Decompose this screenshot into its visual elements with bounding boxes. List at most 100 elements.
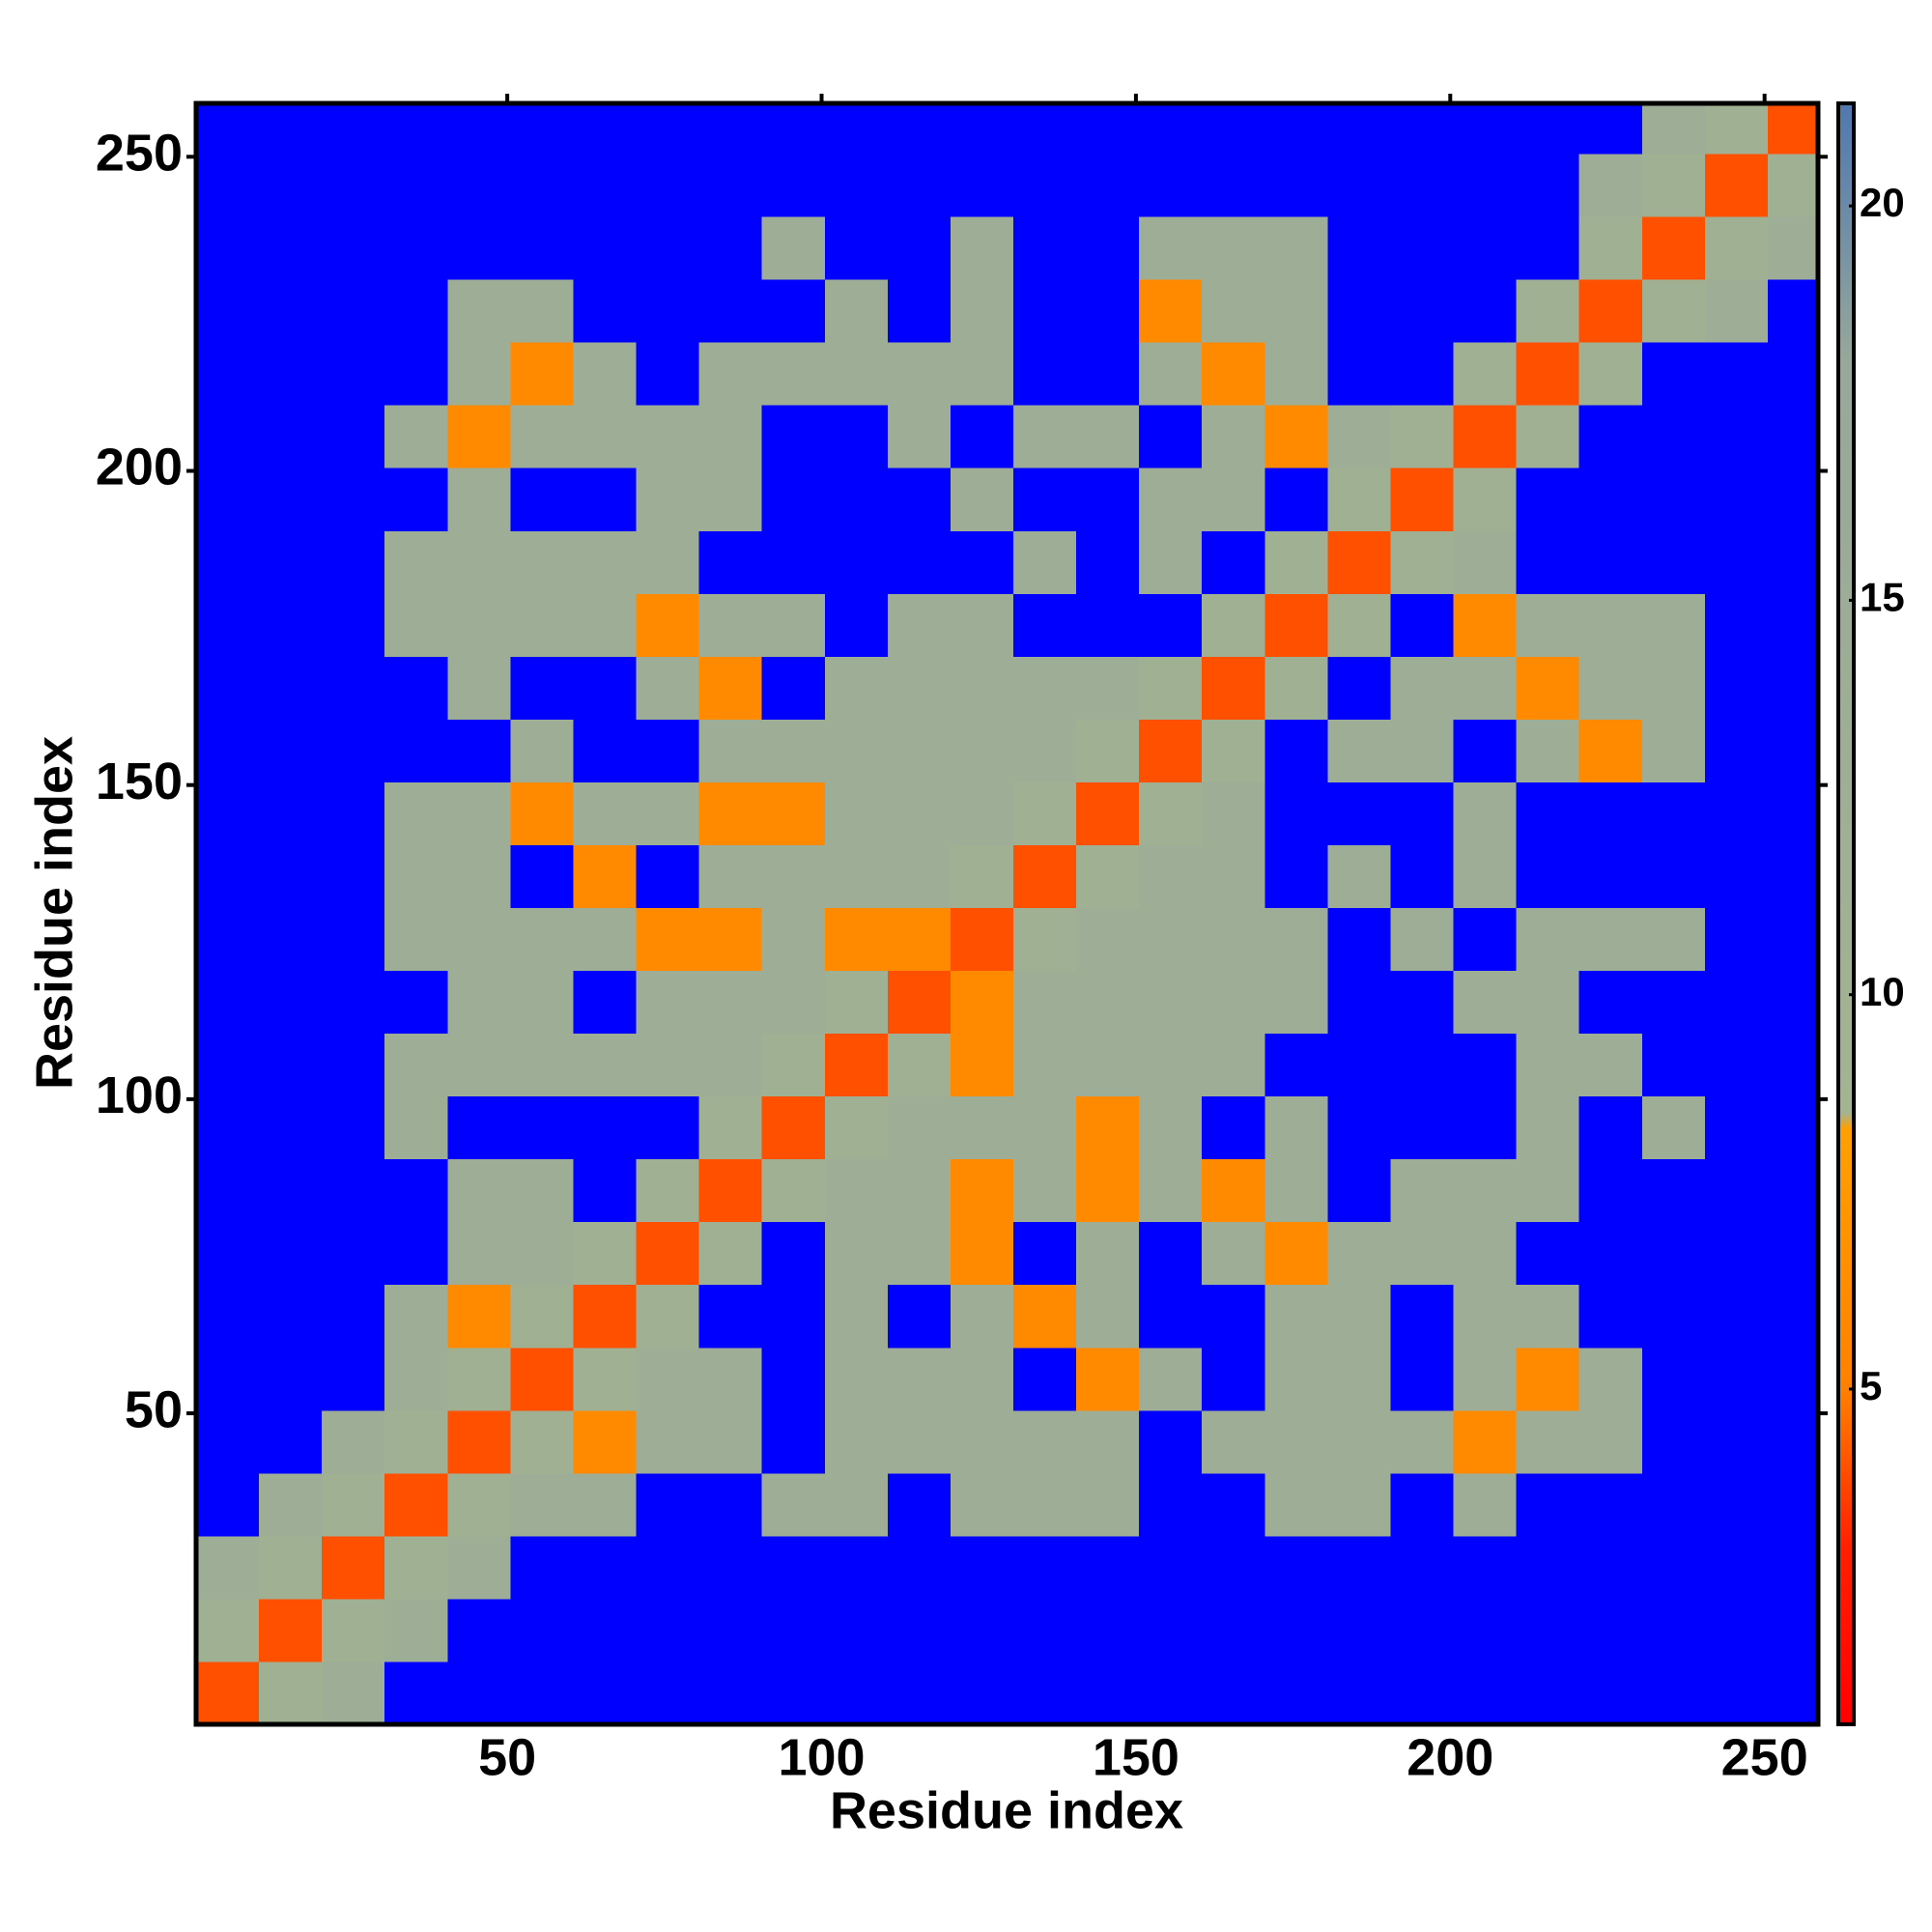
cell <box>384 1661 448 1725</box>
cell <box>1453 530 1518 594</box>
cell <box>1704 719 1769 782</box>
cell <box>1641 844 1706 908</box>
cell <box>1202 1221 1265 1286</box>
cell <box>1202 1472 1265 1537</box>
cell <box>196 1598 260 1662</box>
cell <box>1390 1033 1455 1097</box>
cell <box>1327 405 1391 469</box>
cell <box>698 1472 763 1537</box>
cell <box>196 342 260 406</box>
cell <box>573 970 638 1035</box>
cell <box>1327 1033 1391 1097</box>
cell <box>1327 593 1391 657</box>
cell <box>950 656 1014 720</box>
cell <box>761 154 826 217</box>
cell <box>950 1221 1014 1286</box>
cell <box>1516 103 1580 155</box>
cell <box>447 1535 511 1600</box>
cell <box>887 342 952 406</box>
cell <box>1767 279 1819 343</box>
cell <box>322 1409 385 1474</box>
cell <box>1264 1221 1328 1286</box>
cell <box>1076 1472 1140 1537</box>
cell <box>384 279 448 343</box>
cell <box>384 1347 448 1411</box>
cell <box>1516 154 1580 217</box>
cell <box>1641 719 1706 782</box>
cell <box>1139 719 1203 782</box>
cell <box>1139 279 1203 343</box>
cell <box>950 907 1014 972</box>
cell <box>1641 1347 1706 1411</box>
cell <box>1139 530 1203 594</box>
cell <box>1202 593 1265 657</box>
cell <box>698 279 763 343</box>
cell <box>1327 154 1391 217</box>
cell <box>1704 970 1769 1035</box>
cell <box>196 593 260 657</box>
cell <box>761 342 826 406</box>
cell <box>1013 1284 1077 1349</box>
cell <box>1327 907 1391 972</box>
cell <box>1516 279 1580 343</box>
cell <box>761 1409 826 1474</box>
cell <box>761 656 826 720</box>
cell <box>1076 154 1140 217</box>
cell <box>824 719 889 782</box>
cell <box>761 1598 826 1662</box>
cell <box>950 279 1014 343</box>
cell <box>1202 468 1265 531</box>
cell <box>1578 216 1643 280</box>
cell <box>573 844 638 908</box>
cell <box>824 530 889 594</box>
cell <box>698 656 763 720</box>
cell <box>1013 1095 1077 1160</box>
cell <box>761 1284 826 1349</box>
cell <box>1264 719 1328 782</box>
cell <box>1264 279 1328 343</box>
cell <box>1013 593 1077 657</box>
cell <box>322 907 385 972</box>
cell <box>824 103 889 155</box>
cell <box>1641 1221 1706 1286</box>
cell <box>1578 468 1643 531</box>
cell <box>1327 1535 1391 1600</box>
cell <box>196 1221 260 1286</box>
cell <box>698 154 763 217</box>
cell <box>887 844 952 908</box>
cell <box>384 844 448 908</box>
cell <box>1264 103 1328 155</box>
cell <box>950 342 1014 406</box>
cell <box>1013 1033 1077 1097</box>
cell <box>447 468 511 531</box>
cell <box>887 1095 952 1160</box>
cell <box>196 216 260 280</box>
cell <box>824 970 889 1035</box>
cell <box>1578 530 1643 594</box>
cell <box>322 342 385 406</box>
cell <box>1013 154 1077 217</box>
cell <box>887 1472 952 1537</box>
cell <box>196 1347 260 1411</box>
cell <box>1076 468 1140 531</box>
cell <box>196 907 260 972</box>
cell <box>510 656 574 720</box>
cell <box>1013 1158 1077 1223</box>
cell <box>510 1409 574 1474</box>
cell <box>698 530 763 594</box>
cell <box>1076 405 1140 469</box>
cell <box>1076 1535 1140 1600</box>
cell <box>1327 970 1391 1035</box>
cell <box>1202 279 1265 343</box>
cell <box>1704 1095 1769 1160</box>
cell <box>384 1158 448 1223</box>
cell <box>384 1095 448 1160</box>
cell <box>259 1158 323 1223</box>
cell <box>322 1661 385 1725</box>
cell <box>573 593 638 657</box>
cell <box>1202 781 1265 845</box>
cell <box>824 1221 889 1286</box>
cell <box>196 656 260 720</box>
cell <box>1264 468 1328 531</box>
cell <box>1139 1472 1203 1537</box>
